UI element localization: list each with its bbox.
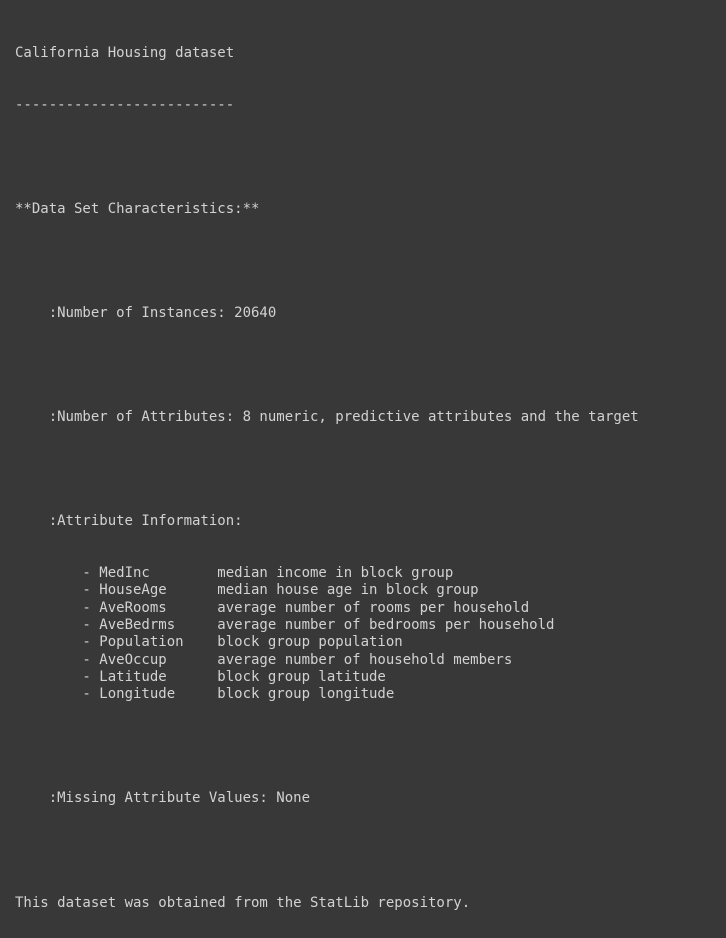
title-underline: -------------------------- (15, 96, 235, 113)
attribute-description: average number of bedrooms per household (217, 617, 555, 634)
instances: :Number of Instances: 20640 (48, 304, 277, 321)
source-text: This dataset was obtained from the StatL… (15, 894, 471, 911)
attribute-row: - AveRooms average number of rooms per ho… (15, 600, 726, 617)
attribute-count: :Number of Attributes: 8 numeric, predic… (48, 408, 639, 425)
title: California Housing dataset (15, 44, 235, 61)
attribute-name: - Longitude (82, 686, 176, 703)
attribute-name: - AveOccup (82, 651, 167, 668)
attribute-row: - MedInc median income in block group (15, 565, 726, 582)
heading: **Data Set Characteristics:** (15, 200, 260, 217)
attribute-row: - Longitude block group longitude (15, 686, 726, 703)
attribute-row: - AveOccup average number of household me… (15, 652, 726, 669)
attribute-description: block group longitude (217, 686, 395, 703)
attribute-name: - MedInc (82, 565, 150, 581)
attribute-row: - Population block group population (15, 634, 726, 651)
attribute-name: - Latitude (82, 669, 167, 686)
attribute-info-label: :Attribute Information: (48, 512, 243, 529)
attribute-row: - Latitude block group latitude (15, 669, 726, 686)
attribute-name: - HouseAge (82, 582, 167, 599)
attribute-row: - AveBedrms average number of bedrooms pe… (15, 617, 726, 634)
attribute-description: average number of household members (217, 651, 513, 668)
attribute-description: median house age in block group (217, 582, 479, 599)
attribute-name: - AveRooms (82, 599, 167, 616)
output-cell: California Housing dataset -------------… (15, 44, 639, 911)
attribute-list: - MedInc median income in block group - Ho… (15, 565, 726, 704)
attribute-description: median income in block group (217, 565, 454, 581)
missing-values: :Missing Attribute Values: None (48, 790, 310, 807)
attribute-name: - AveBedrms (82, 617, 176, 634)
attribute-row: - HouseAge median house age in block grou… (15, 582, 726, 599)
attribute-name: - Population (82, 634, 184, 651)
attribute-description: average number of rooms per household (217, 599, 530, 616)
attribute-description: block group latitude (217, 669, 386, 686)
attribute-description: block group population (217, 634, 403, 651)
